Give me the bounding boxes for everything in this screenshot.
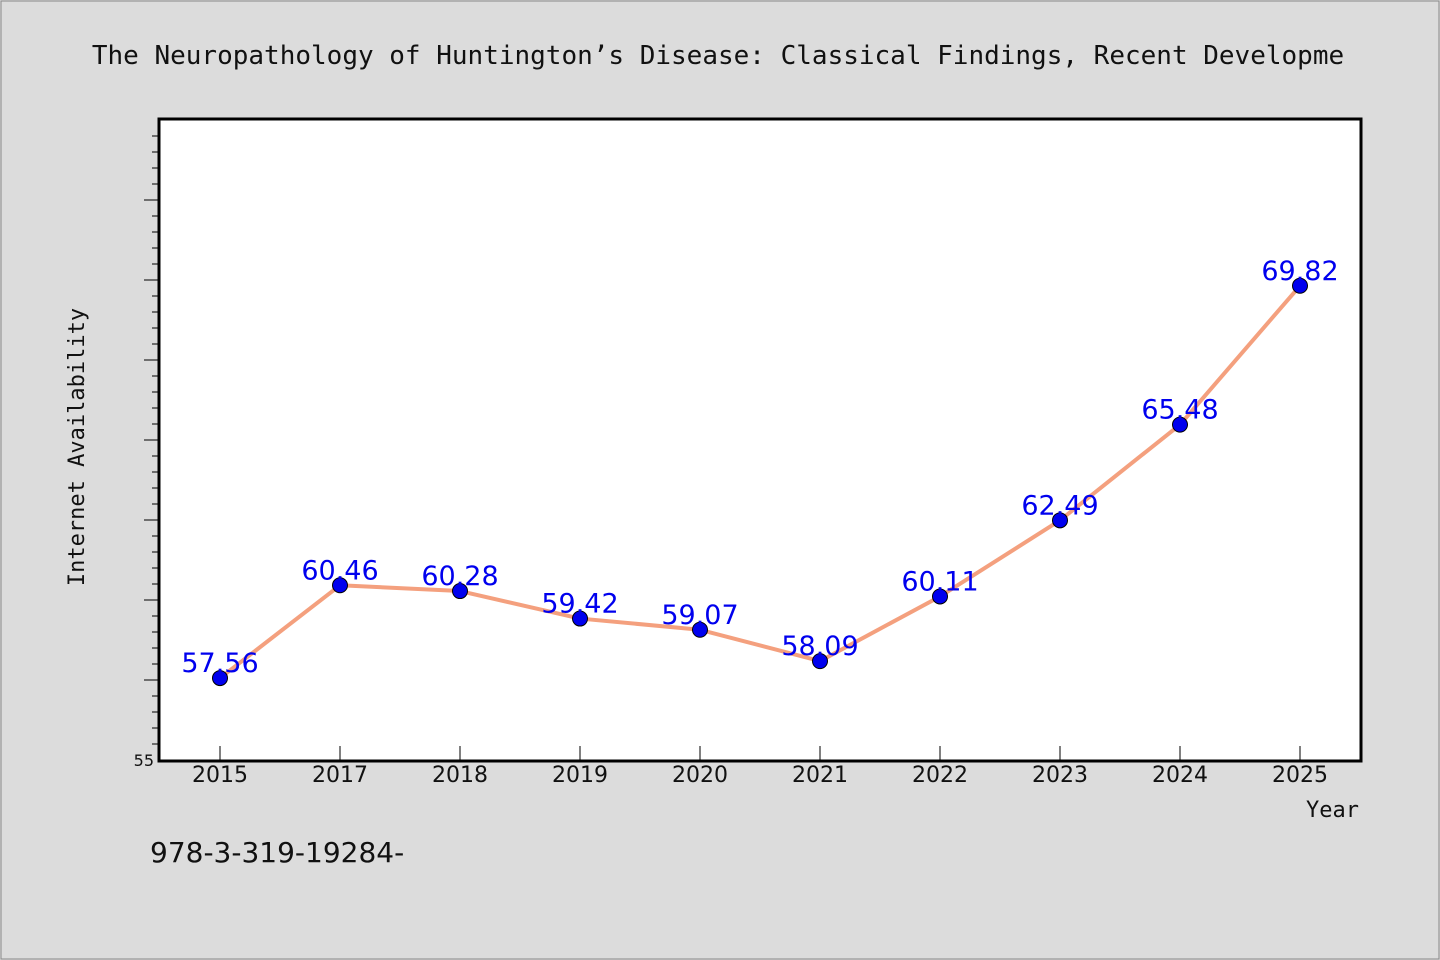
data-label: 69.82	[1261, 256, 1338, 287]
data-label: 62.49	[1021, 490, 1098, 521]
data-point	[572, 610, 588, 627]
x-tick-label: 2022	[912, 763, 968, 788]
chart-title: The Neuropathology of Huntington’s Disea…	[92, 41, 1344, 71]
footer-text: 978-3-319-19284-	[150, 836, 404, 869]
x-tick-label: 2018	[432, 763, 488, 788]
data-point	[332, 577, 348, 594]
data-label: 59.42	[541, 589, 618, 620]
y-axis-label: Internet Availability	[65, 308, 90, 586]
data-point	[1052, 512, 1068, 529]
data-label: 58.09	[781, 631, 858, 662]
data-label: 59.07	[661, 600, 738, 631]
data-label: 60.11	[901, 566, 978, 597]
x-axis-tick-labels: 2015 2017 2018 2019 2020 2021 2022 2023 2024 2025	[192, 763, 1328, 788]
data-point	[692, 621, 708, 638]
x-tick-label: 2023	[1032, 763, 1088, 788]
data-point	[212, 670, 228, 687]
data-markers	[212, 277, 1308, 687]
x-tick-label: 2020	[672, 763, 728, 788]
data-label: 60.28	[421, 561, 498, 592]
data-point	[452, 583, 468, 600]
data-point	[812, 653, 828, 670]
data-label: 57.56	[181, 648, 258, 679]
data-point	[1292, 277, 1308, 294]
x-axis-ticks	[219, 746, 1301, 760]
data-label: 60.46	[301, 555, 378, 586]
y-tick-label: 55	[134, 751, 154, 770]
series-line	[218, 283, 1302, 681]
x-tick-label: 2019	[552, 763, 608, 788]
x-tick-label: 2017	[312, 763, 368, 788]
x-axis-label: Year	[1306, 798, 1359, 823]
y-axis-ticks	[144, 135, 160, 745]
plot-area	[157, 117, 1363, 763]
y-axis-tick-labels: 55	[134, 751, 154, 770]
x-tick-label: 2021	[792, 763, 848, 788]
x-tick-label: 2015	[192, 763, 248, 788]
x-tick-label: 2025	[1272, 763, 1328, 788]
data-point	[932, 588, 948, 605]
data-labels: 57.56 60.46 60.28 59.42 59.07 58.09 60.11 62.49…	[181, 256, 1338, 679]
data-point	[1172, 416, 1188, 433]
data-label: 65.48	[1141, 395, 1218, 426]
x-tick-label: 2024	[1152, 763, 1208, 788]
